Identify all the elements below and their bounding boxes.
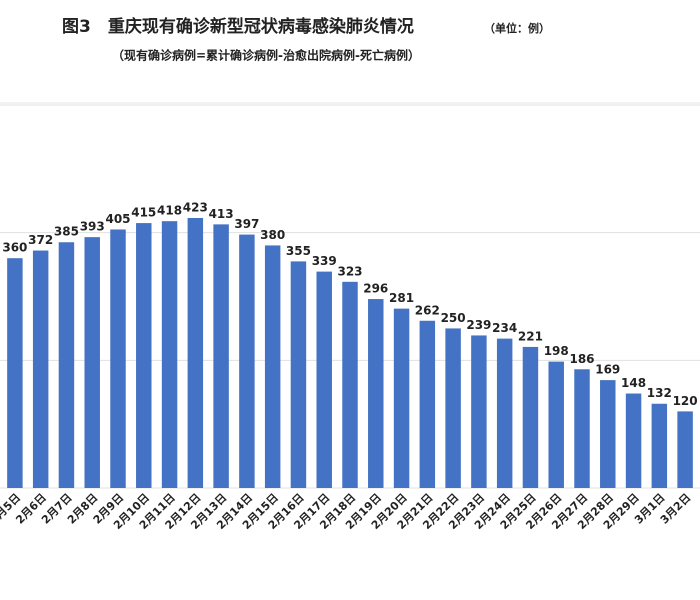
bar [161,221,178,488]
bar [58,242,75,488]
value-label: 262 [415,303,440,317]
bar [7,258,23,488]
bar [445,328,461,488]
value-label: 198 [544,344,569,358]
bar [264,245,281,488]
value-label: 339 [312,254,337,268]
bar [600,380,616,488]
value-label: 281 [389,291,414,305]
value-label: 132 [647,386,672,400]
bar [677,411,693,488]
value-label: 423 [183,200,208,214]
value-label: 221 [518,329,543,343]
bar [368,299,384,488]
value-label: 418 [157,204,182,218]
value-label: 380 [260,228,285,242]
value-label: 169 [595,363,620,377]
value-label: 250 [441,311,466,325]
bar [651,403,668,488]
bar [239,234,255,488]
bar [290,261,307,488]
bar [548,361,564,488]
bar [393,308,410,488]
value-label: 360 [2,241,27,255]
value-label: 385 [54,225,79,239]
value-label: 120 [673,394,698,408]
unit-note: （单位：例） [484,21,550,35]
value-label: 323 [337,264,362,278]
value-label: 372 [28,233,53,247]
value-label: 234 [492,321,517,335]
bar [110,229,126,488]
bar [522,346,539,488]
bar [471,335,487,488]
value-label: 239 [466,318,491,332]
value-label: 148 [621,376,646,390]
bar [187,217,204,489]
value-label: 296 [363,282,388,296]
value-label: 413 [209,207,234,221]
value-label: 397 [234,217,259,231]
bar [342,281,358,488]
bar [574,369,590,488]
bar [496,338,513,488]
value-label: 415 [131,206,156,220]
bar [84,237,100,488]
value-label: 393 [80,220,105,234]
bar [316,271,332,488]
bar [419,320,436,488]
bar [32,250,49,488]
bar [213,224,229,488]
value-label: 186 [569,352,594,366]
chart-title: 图3 重庆现有确诊新型冠状病毒感染肺炎情况 [62,16,414,37]
bar [625,393,642,488]
value-label: 405 [105,212,130,226]
chart-subtitle: （现有确诊病例=累计确诊病例-治愈出院病例-死亡病例） [112,48,420,63]
bar [136,223,152,488]
value-label: 355 [286,244,311,258]
